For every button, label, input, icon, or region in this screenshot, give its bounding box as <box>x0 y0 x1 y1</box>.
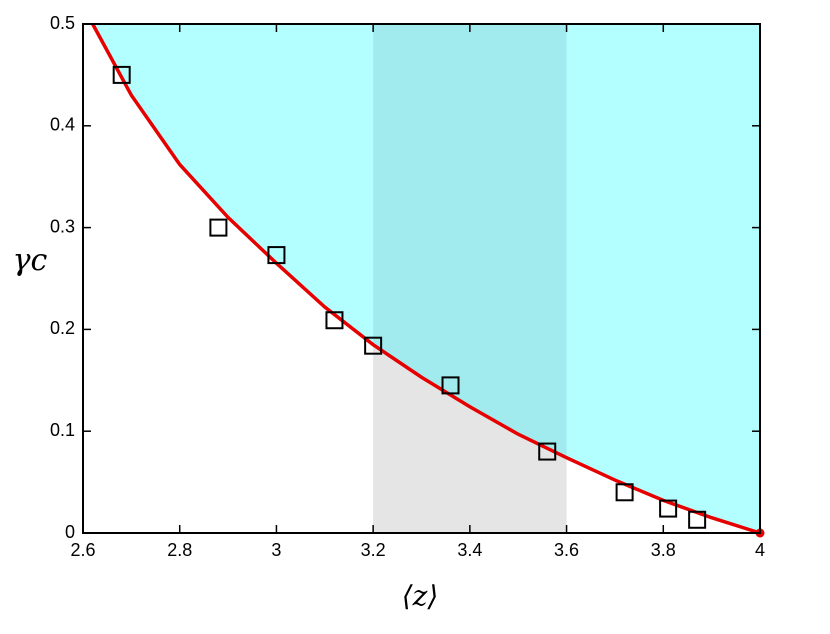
y-tick-label: 0 <box>65 522 75 542</box>
y-tick-label: 0.3 <box>50 216 75 236</box>
x-tick-label: 3.4 <box>457 540 482 560</box>
band-region-above-curve <box>373 24 567 458</box>
y-tick-label: 0.1 <box>50 420 75 440</box>
plot-area <box>92 24 760 533</box>
x-axis-label: ⟨z⟩ <box>402 580 439 613</box>
x-tick-label: 3.2 <box>361 540 386 560</box>
y-tick-label: 0.2 <box>50 318 75 338</box>
plot-frame <box>82 23 761 534</box>
data-point <box>659 499 678 518</box>
data-point <box>688 510 707 529</box>
data-point <box>112 65 131 84</box>
data-point <box>325 311 344 330</box>
data-point <box>441 376 460 395</box>
x-tick-label: 4 <box>755 540 765 560</box>
data-point <box>364 336 383 355</box>
data-point <box>538 442 557 461</box>
data-point <box>615 483 634 502</box>
y-axis-label: γc <box>13 243 48 278</box>
y-tick-label: 0.5 <box>50 13 75 33</box>
y-tick-label: 0.4 <box>50 115 75 135</box>
x-tick-label: 2.6 <box>70 540 95 560</box>
x-tick-label: 3 <box>271 540 281 560</box>
x-tick-label: 2.8 <box>167 540 192 560</box>
x-tick-label: 3.8 <box>651 540 676 560</box>
fit-curve <box>91 23 761 535</box>
data-point <box>209 218 228 237</box>
x-tick-label: 3.6 <box>554 540 579 560</box>
data-point <box>267 246 286 265</box>
